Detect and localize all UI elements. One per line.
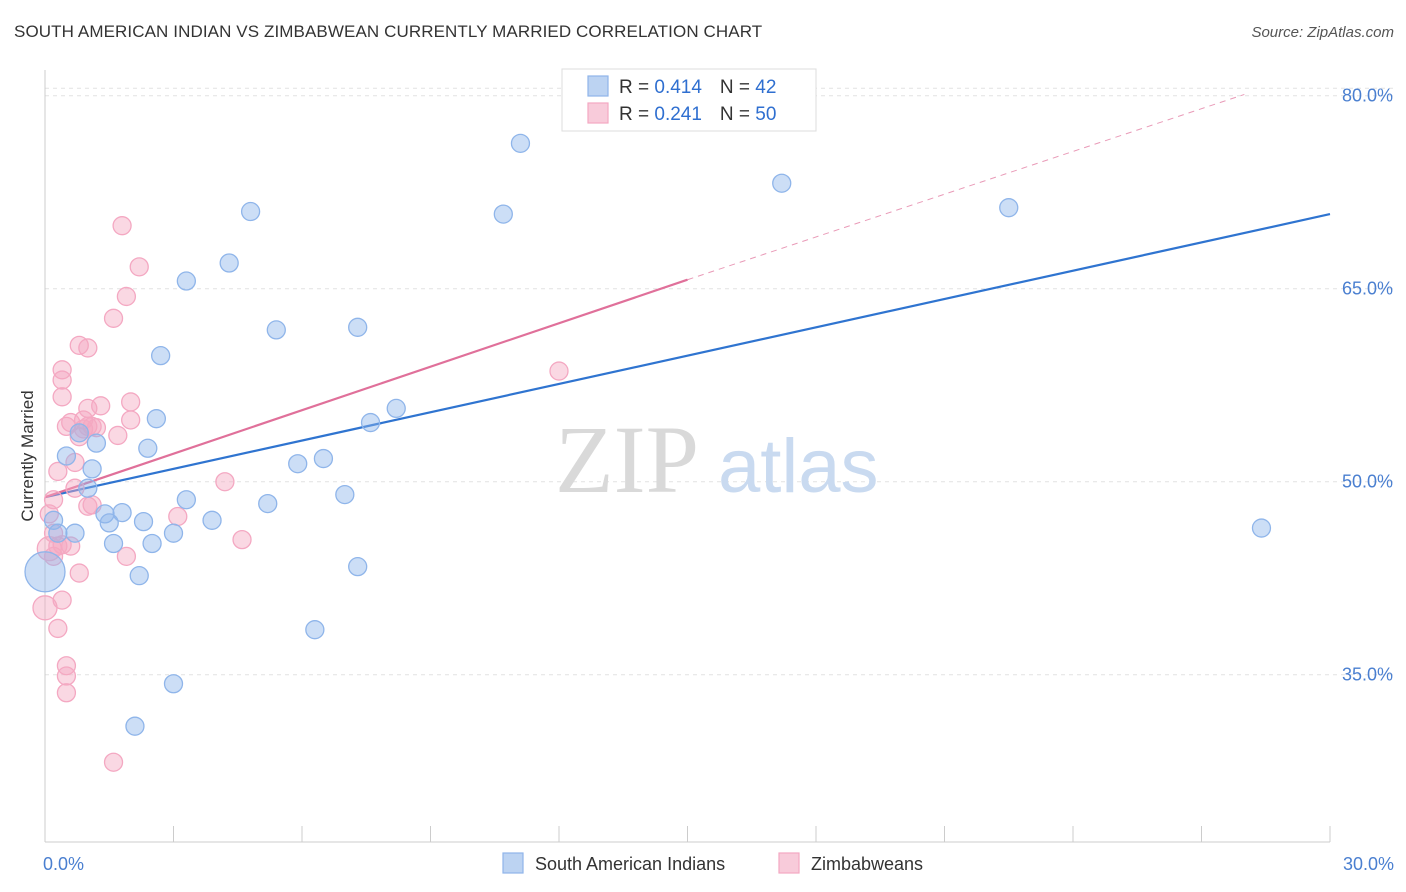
data-point-1 xyxy=(121,410,141,430)
axes xyxy=(44,70,1331,843)
data-point-0 xyxy=(348,317,368,337)
data-point-0 xyxy=(163,523,184,543)
data-point-0 xyxy=(133,511,154,532)
trend-lines xyxy=(44,93,1331,499)
data-point-1 xyxy=(52,590,72,610)
data-point-1 xyxy=(48,461,68,482)
data-point-0 xyxy=(258,493,278,514)
source-label: Source: ZipAtlas.com xyxy=(1251,24,1394,41)
data-point-0 xyxy=(99,513,119,533)
data-point-1 xyxy=(52,370,72,390)
data-point-0 xyxy=(142,533,162,554)
data-point-0 xyxy=(24,551,66,593)
data-point-0 xyxy=(219,253,239,273)
x-tick-labels: 0.0% 30.0% xyxy=(43,854,1394,874)
data-point-0 xyxy=(493,204,513,224)
data-point-1 xyxy=(56,666,77,686)
data-point-1 xyxy=(56,683,77,703)
x-tick-label: 0.0% xyxy=(43,854,84,874)
data-point-1 xyxy=(103,308,124,328)
data-point-0 xyxy=(240,201,261,222)
series-legend: South American Indians Zimbabweans xyxy=(502,852,923,874)
data-point-0 xyxy=(69,423,89,443)
data-point-1 xyxy=(116,286,137,307)
stats-legend: R = 0.414 N = 42 R = 0.241 N = 50 xyxy=(561,68,817,132)
data-point-0 xyxy=(129,566,149,586)
data-point-1 xyxy=(121,392,141,412)
y-tick-label: 65.0% xyxy=(1342,279,1393,299)
data-point-1 xyxy=(43,490,64,510)
data-point-0 xyxy=(150,345,171,366)
series-legend-label-1: Zimbabweans xyxy=(811,854,923,874)
legend-swatch-0 xyxy=(587,75,609,97)
data-point-0 xyxy=(288,454,308,474)
data-point-1 xyxy=(108,425,128,446)
data-point-0 xyxy=(138,438,158,458)
watermark-atlas: atlas xyxy=(718,424,879,509)
chart-title: SOUTH AMERICAN INDIAN VS ZIMBABWEAN CURR… xyxy=(14,22,763,41)
data-point-0 xyxy=(48,523,68,543)
trend-line-extension-1 xyxy=(687,93,1245,281)
data-point-0 xyxy=(56,446,77,466)
data-point-1 xyxy=(52,360,72,380)
data-point-1 xyxy=(69,563,89,583)
series-legend-label-0: South American Indians xyxy=(535,854,725,874)
data-point-0 xyxy=(78,478,98,498)
data-point-1 xyxy=(549,361,569,381)
series-legend-swatch-1 xyxy=(778,852,800,874)
trend-line-0 xyxy=(44,213,1331,499)
data-point-0 xyxy=(335,484,355,505)
data-point-1 xyxy=(116,546,137,567)
data-point-0 xyxy=(1251,518,1272,538)
data-point-0 xyxy=(112,502,132,523)
data-point-1 xyxy=(78,338,98,358)
legend-stats-0: R = 0.414 N = 42 xyxy=(619,77,776,98)
data-point-1 xyxy=(168,506,188,527)
data-point-0 xyxy=(176,271,197,291)
data-point-1 xyxy=(56,656,77,676)
y-axis-label: Currently Married xyxy=(18,390,37,521)
y-tick-label: 35.0% xyxy=(1342,665,1393,685)
data-point-1 xyxy=(103,752,124,772)
data-point-0 xyxy=(772,173,792,193)
series-legend-swatch-0 xyxy=(502,852,524,874)
data-point-1 xyxy=(232,529,252,550)
data-point-0 xyxy=(86,433,107,453)
legend-stats-1: R = 0.241 N = 50 xyxy=(619,104,776,125)
y-tick-label: 80.0% xyxy=(1342,86,1393,106)
trend-line-1 xyxy=(44,278,688,499)
data-point-0 xyxy=(386,398,406,419)
x-tick-label: 30.0% xyxy=(1343,854,1394,874)
data-point-0 xyxy=(125,716,145,736)
data-point-0 xyxy=(360,412,381,433)
data-point-0 xyxy=(999,198,1019,218)
watermark-zip: ZIP xyxy=(555,406,699,513)
data-point-0 xyxy=(65,523,85,543)
data-point-1 xyxy=(129,257,149,277)
data-point-0 xyxy=(163,674,184,694)
data-point-0 xyxy=(313,448,334,469)
data-point-1 xyxy=(112,216,132,236)
data-point-0 xyxy=(348,557,368,577)
data-point-0 xyxy=(82,459,102,479)
data-point-0 xyxy=(202,510,222,530)
legend-swatch-1 xyxy=(587,102,609,124)
y-tick-label: 50.0% xyxy=(1342,472,1393,492)
data-point-1 xyxy=(215,472,235,492)
data-point-0 xyxy=(266,320,286,340)
y-tick-labels: 35.0% 50.0% 65.0% 80.0% xyxy=(1342,86,1393,685)
data-point-1 xyxy=(48,618,68,639)
watermark: ZIP atlas xyxy=(555,406,879,513)
data-point-0 xyxy=(305,620,325,640)
data-point-0 xyxy=(176,490,197,510)
data-point-1 xyxy=(91,396,111,416)
grid-lines xyxy=(45,87,1394,676)
data-point-0 xyxy=(510,133,531,153)
data-point-0 xyxy=(95,504,115,524)
data-point-0 xyxy=(103,533,124,554)
data-points xyxy=(24,133,1272,772)
data-point-0 xyxy=(146,409,167,429)
data-point-1 xyxy=(52,387,72,407)
